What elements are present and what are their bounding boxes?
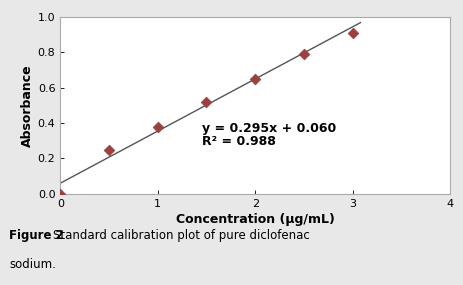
Text: Figure 2: Figure 2 xyxy=(9,229,64,243)
Point xyxy=(105,147,113,152)
X-axis label: Concentration (μg/mL): Concentration (μg/mL) xyxy=(175,213,334,226)
Text: R² = 0.988: R² = 0.988 xyxy=(201,135,275,148)
Y-axis label: Absorbance: Absorbance xyxy=(20,64,33,147)
Point xyxy=(154,124,161,129)
Text: Standard calibration plot of pure diclofenac: Standard calibration plot of pure diclof… xyxy=(53,229,309,243)
Point xyxy=(251,77,258,81)
Point xyxy=(56,192,64,196)
Text: y = 0.295x + 0.060: y = 0.295x + 0.060 xyxy=(201,122,335,135)
Point xyxy=(348,31,356,35)
Text: sodium.: sodium. xyxy=(9,258,56,271)
Point xyxy=(300,52,307,56)
Point xyxy=(202,100,210,104)
